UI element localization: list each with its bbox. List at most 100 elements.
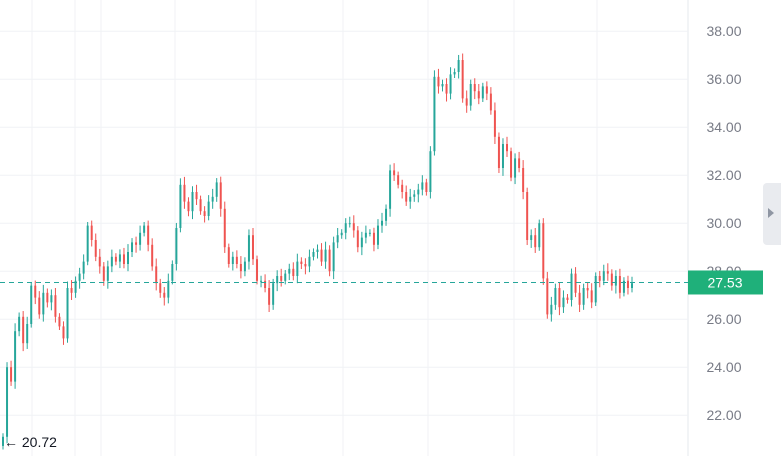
candle-body: [510, 151, 513, 178]
candle-body: [429, 151, 432, 192]
candle-body: [78, 273, 81, 281]
candlestick-series: [2, 53, 633, 450]
candle-body: [243, 261, 246, 272]
candle-body: [183, 184, 186, 202]
price-tick-label: 22.00: [706, 407, 741, 423]
candle-body: [102, 266, 105, 281]
candle-body: [114, 256, 117, 262]
candle-body: [610, 273, 613, 286]
candle-body: [594, 276, 597, 303]
candle-body: [578, 292, 581, 305]
candle-body: [215, 182, 218, 197]
candle-body: [264, 280, 267, 288]
candle-body: [147, 225, 150, 245]
candle-body: [126, 252, 129, 264]
candle-body: [251, 235, 254, 260]
candle-body: [554, 288, 557, 305]
candle-body: [469, 84, 472, 106]
current-price-label-text: 27.53: [707, 274, 742, 290]
candle-body: [381, 220, 384, 226]
candle-body: [280, 276, 283, 281]
candle-body: [239, 264, 242, 272]
candle-body: [397, 175, 400, 185]
candle-body: [590, 290, 593, 303]
candle-body: [344, 223, 347, 233]
candle-body: [393, 170, 396, 176]
candle-body: [562, 297, 565, 308]
candle-body: [461, 60, 464, 99]
candle-body: [506, 144, 509, 152]
candle-body: [46, 292, 49, 303]
candle-body: [497, 136, 500, 168]
candle-body: [227, 247, 230, 264]
current-price-label-background: [688, 270, 763, 295]
candle-body: [324, 249, 327, 262]
candle-body: [179, 184, 182, 228]
price-tick-label: 26.00: [706, 311, 741, 327]
candle-body: [364, 232, 367, 238]
candle-body: [304, 264, 307, 267]
candle-body: [159, 283, 162, 293]
candle-body: [618, 276, 621, 293]
candle-body: [530, 235, 533, 240]
candle-body: [522, 168, 525, 192]
candle-body: [26, 324, 29, 344]
scroll-right-handle[interactable]: [763, 183, 781, 245]
candle-body: [94, 240, 97, 257]
candle-body: [453, 72, 456, 75]
candle-body: [626, 280, 629, 288]
candle-body: [489, 93, 492, 111]
candle-body: [50, 295, 53, 303]
candle-body: [320, 249, 323, 262]
candle-body: [457, 60, 460, 72]
candle-body: [586, 288, 589, 291]
candle-body: [118, 254, 121, 262]
candle-body: [485, 86, 488, 94]
price-tick-label: 34.00: [706, 119, 741, 135]
candle-body: [163, 292, 166, 298]
candle-body: [6, 367, 9, 437]
candle-body: [368, 232, 371, 234]
candle-body: [614, 276, 617, 286]
candle-body: [223, 208, 226, 248]
candle-body: [514, 158, 517, 178]
candle-body: [211, 196, 214, 202]
candle-body: [110, 256, 113, 267]
candle-body: [312, 252, 315, 257]
candle-body: [550, 304, 553, 315]
candle-body: [534, 235, 537, 248]
candle-body: [131, 242, 134, 252]
candle-body: [272, 283, 275, 305]
candle-body: [42, 292, 45, 315]
price-tick-label: 24.00: [706, 359, 741, 375]
candle-body: [413, 194, 416, 197]
candle-body: [187, 201, 190, 212]
candle-body: [66, 288, 69, 339]
candle-body: [106, 266, 109, 281]
candle-body: [606, 271, 609, 274]
candle-body: [30, 285, 33, 324]
candle-body: [62, 326, 65, 339]
candle-body: [256, 259, 259, 281]
candle-body: [433, 76, 436, 152]
candle-body: [231, 256, 234, 264]
candle-body: [54, 295, 57, 317]
candle-body: [308, 256, 311, 267]
candle-body: [284, 273, 287, 281]
candle-body: [405, 192, 408, 202]
candle-body: [167, 280, 170, 298]
candle-body: [542, 223, 545, 279]
candle-body: [139, 232, 142, 245]
candle-body: [316, 249, 319, 252]
candle-body: [465, 98, 468, 106]
current-price-label: 27.53: [688, 270, 763, 295]
candle-body: [473, 84, 476, 92]
candle-body: [82, 261, 85, 274]
candle-body: [385, 208, 388, 221]
candle-body: [356, 230, 359, 248]
chevron-right-icon: [768, 208, 774, 218]
candle-body: [175, 228, 178, 264]
